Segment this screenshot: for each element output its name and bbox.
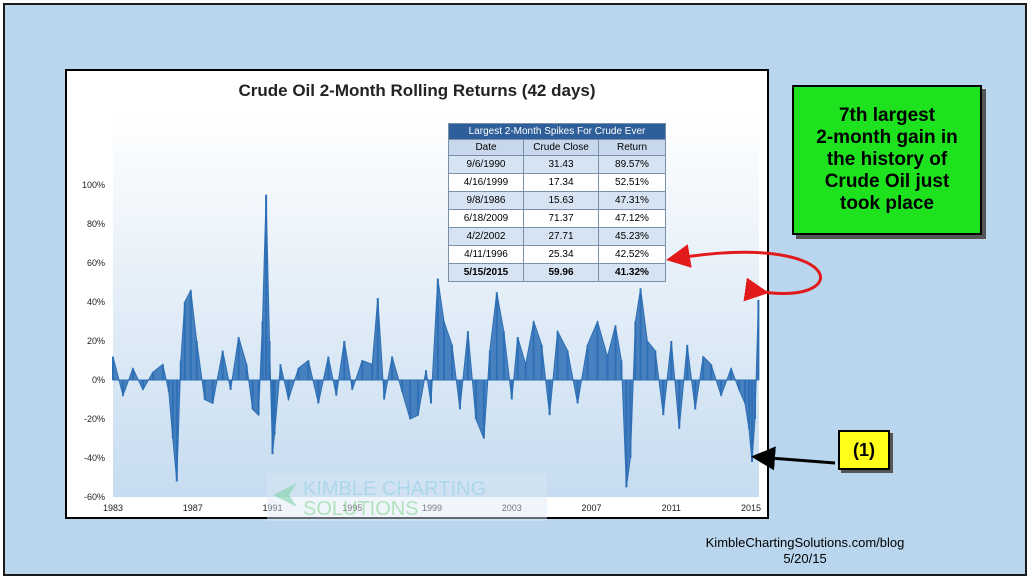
row-return: 47.12%: [598, 209, 666, 228]
row-return: 89.57%: [598, 155, 666, 174]
table-col-date: Date: [448, 139, 524, 156]
table-row: 4/2/2002 27.71 45.23%: [448, 227, 666, 246]
y-tick-label: 100%: [82, 180, 105, 190]
y-tick-label: 60%: [87, 258, 105, 268]
table-col-return: Return: [598, 139, 666, 156]
row-date: 4/2/2002: [448, 227, 524, 246]
y-tick-label: -20%: [84, 414, 105, 424]
x-tick-label: 2015: [741, 503, 761, 513]
table-title: Largest 2-Month Spikes For Crude Ever: [448, 123, 666, 140]
row-close: 15.63: [523, 191, 599, 210]
table-row: 4/16/1999 17.34 52.51%: [448, 173, 666, 192]
footer-date: 5/20/15: [783, 551, 827, 566]
row-close: 27.71: [523, 227, 599, 246]
row-date: 6/18/2009: [448, 209, 524, 228]
y-tick-label: 20%: [87, 336, 105, 346]
y-tick-label: 0%: [92, 375, 105, 385]
y-tick-label: 40%: [87, 297, 105, 307]
row-close: 59.96: [523, 263, 599, 282]
row-date: 9/6/1990: [448, 155, 524, 174]
row-return: 41.32%: [598, 263, 666, 282]
row-close: 17.34: [523, 173, 599, 192]
table-row-latest: 5/15/2015 59.96 41.32%: [448, 263, 666, 282]
chart-svg: 100%80%60%40%20%0%-20%-40%-60% 1983 1987 1…: [82, 111, 761, 513]
x-tick-label: 1983: [103, 503, 123, 513]
series-layer: [112, 194, 760, 488]
row-date: 4/11/1996: [448, 245, 524, 264]
x-axis: 1983 1987 1991 1995 1999 2003 2007 2011 2015: [103, 503, 761, 513]
row-date: 5/15/2015: [448, 263, 524, 282]
spike-table: Largest 2-Month Spikes For Crude Ever Da…: [448, 123, 666, 282]
footer-site: KimbleChartingSolutions.com/blog: [705, 535, 905, 550]
chart-title: Crude Oil 2-Month Rolling Returns (42 da…: [238, 81, 596, 100]
row-date: 4/16/1999: [448, 173, 524, 192]
y-tick-label: -40%: [84, 453, 105, 463]
x-tick-label: 1999: [422, 503, 442, 513]
x-tick-label: 2003: [502, 503, 522, 513]
table-row: 6/18/2009 71.37 47.12%: [448, 209, 666, 228]
row-close: 25.34: [523, 245, 599, 264]
y-axis: 100% 80% 60% 40% 20% 0% -20% -40% -60%: [82, 180, 105, 502]
row-return: 52.51%: [598, 173, 666, 192]
y-tick-label: 80%: [87, 219, 105, 229]
table-row: 4/11/1996 25.34 42.52%: [448, 245, 666, 264]
x-tick-label: 1987: [183, 503, 203, 513]
row-return: 45.23%: [598, 227, 666, 246]
background-frame: Crude Oil 2-Month Rolling Returns (42 da…: [3, 3, 1027, 576]
row-close: 31.43: [523, 155, 599, 174]
callout-box: 7th largest 2-month gain in the history …: [792, 85, 982, 235]
x-tick-label: 2007: [582, 503, 602, 513]
row-return: 47.31%: [598, 191, 666, 210]
table-row: 9/8/1986 15.63 47.31%: [448, 191, 666, 210]
table-col-close: Crude Close: [523, 139, 599, 156]
y-tick-label: -60%: [84, 492, 105, 502]
row-return: 42.52%: [598, 245, 666, 264]
footer: KimbleChartingSolutions.com/blog 5/20/15: [645, 535, 965, 567]
row-close: 71.37: [523, 209, 599, 228]
x-tick-label: 1991: [262, 503, 282, 513]
table-row: 9/6/1990 31.43 89.57%: [448, 155, 666, 174]
x-tick-label: 1995: [342, 503, 362, 513]
row-date: 9/8/1986: [448, 191, 524, 210]
note-box: (1): [838, 430, 890, 470]
x-tick-label: 2011: [662, 503, 681, 513]
